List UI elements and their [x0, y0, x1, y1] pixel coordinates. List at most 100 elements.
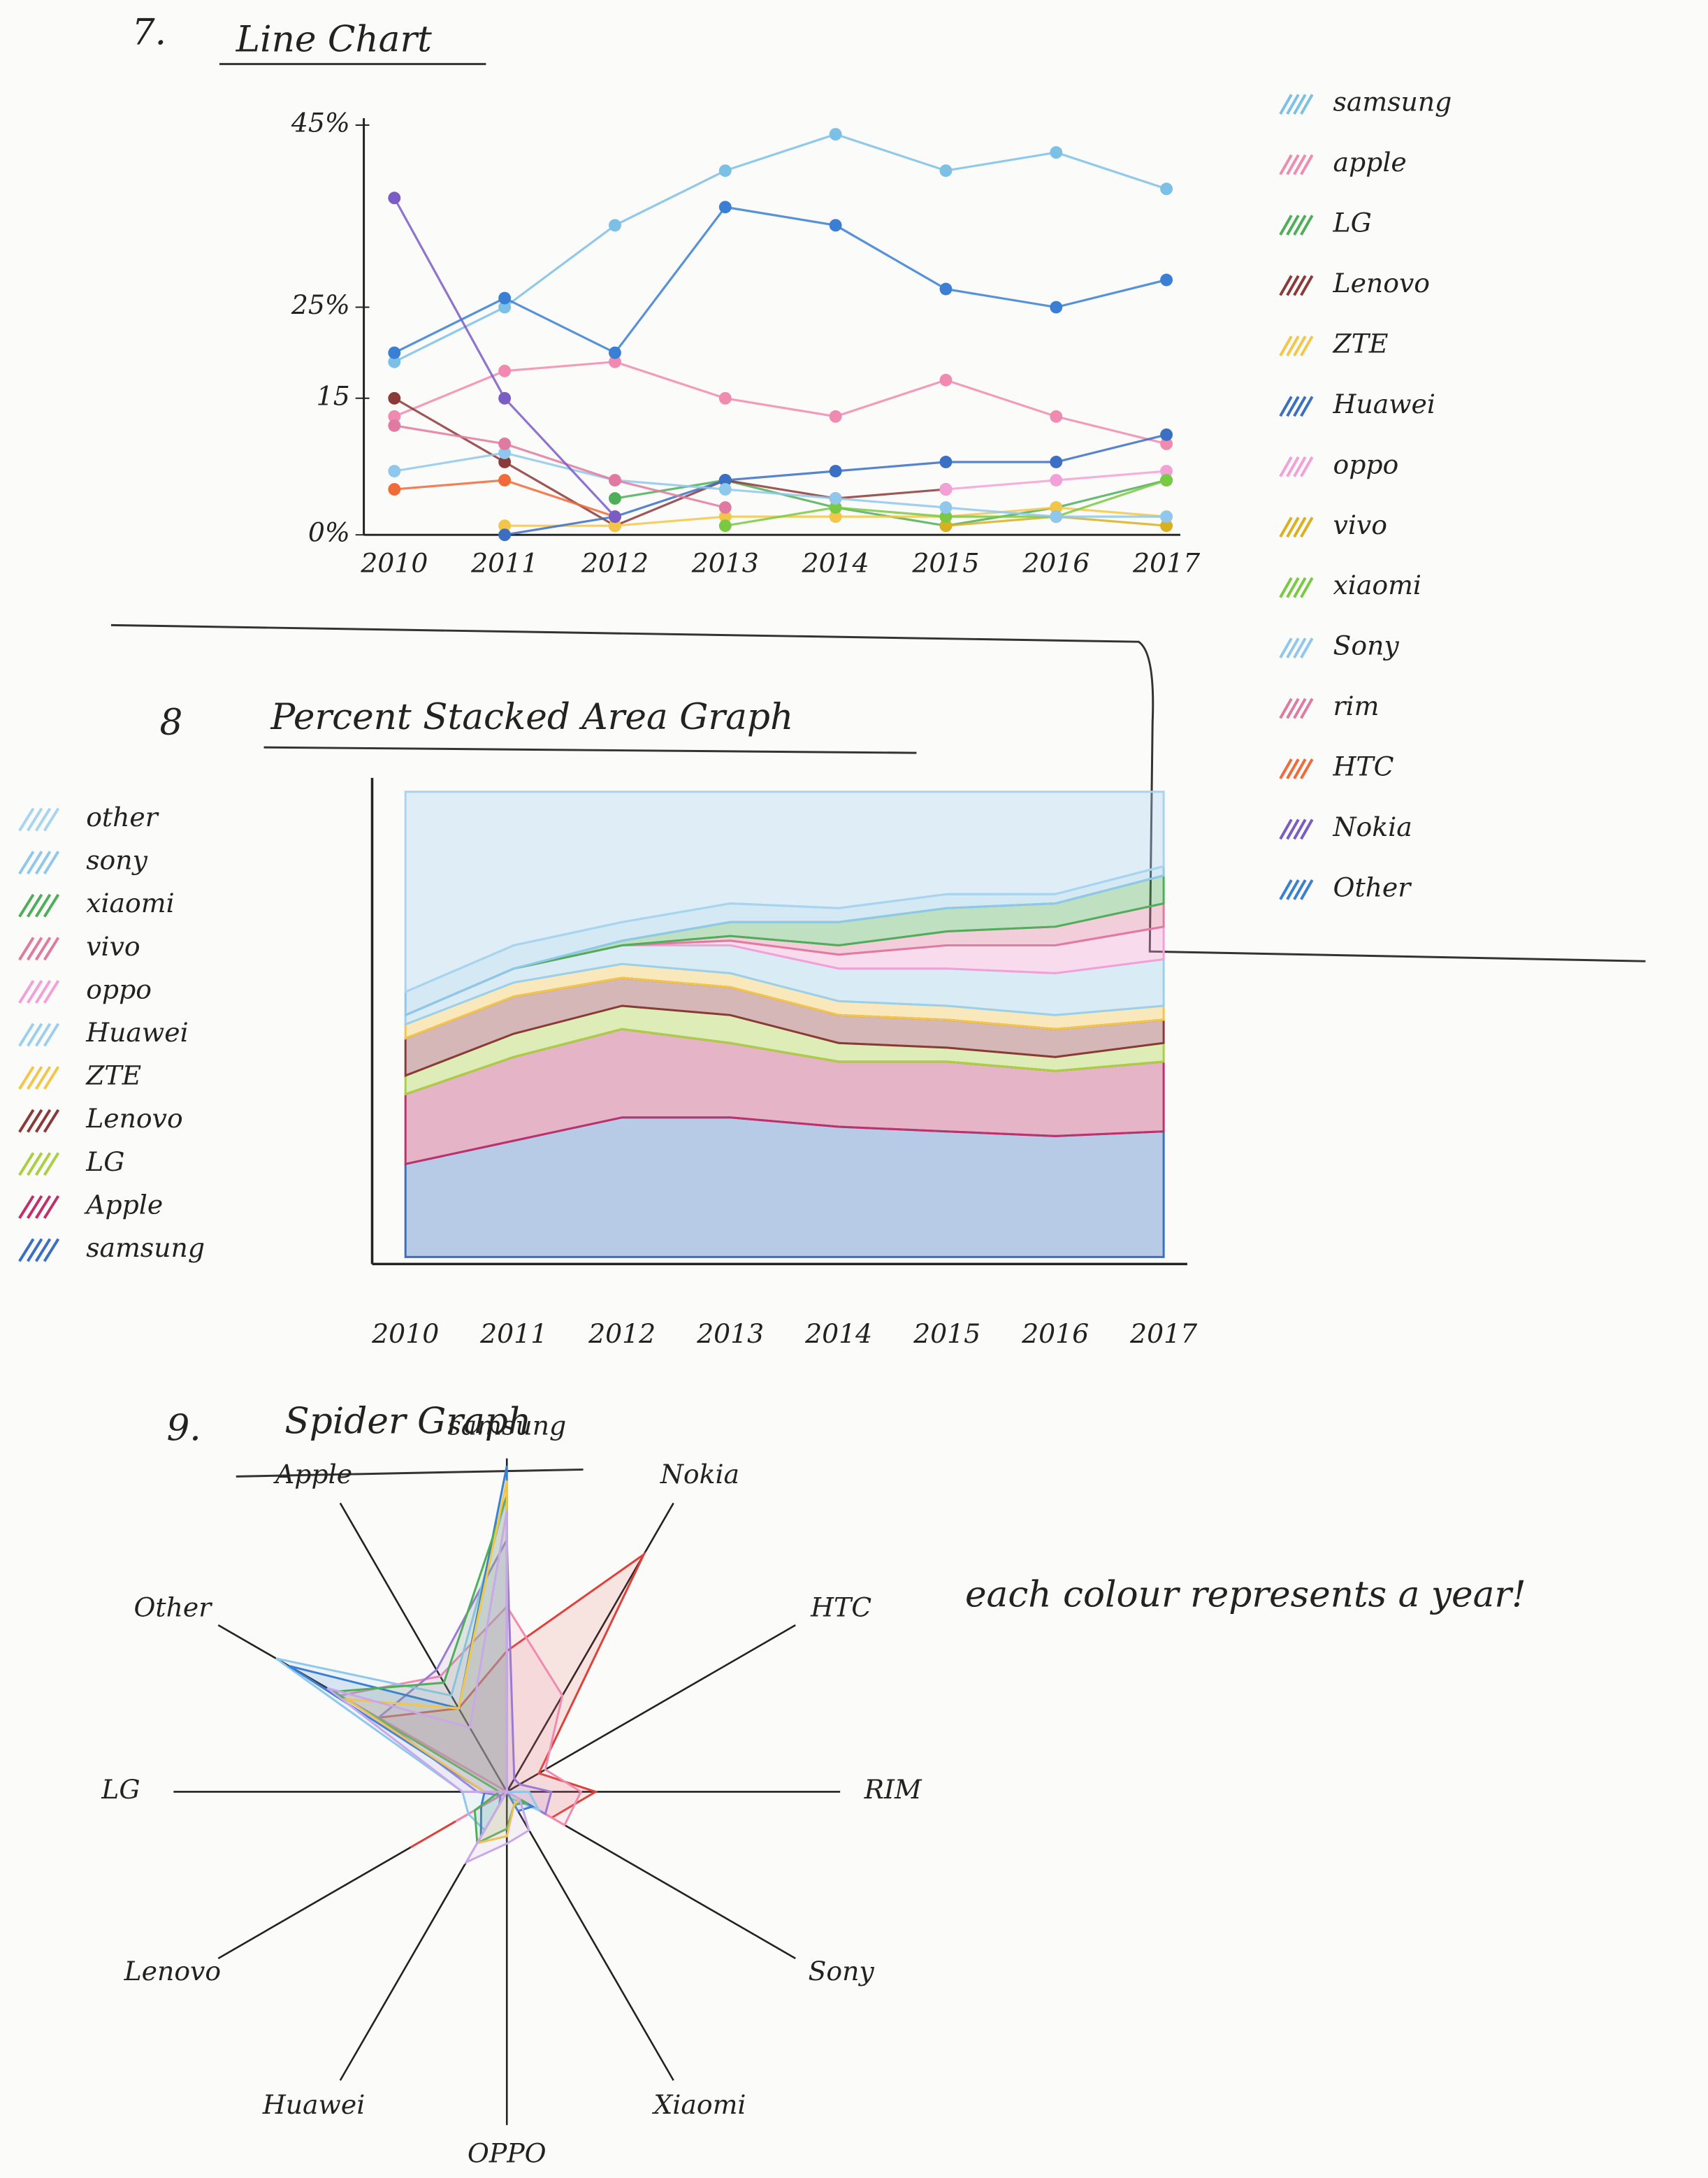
legend-swatch [1293, 456, 1307, 477]
x-tick-label: 2015 [911, 547, 979, 578]
legend-swatch [1293, 698, 1307, 719]
x-tick-label: 2013 [691, 547, 759, 578]
legend-swatch [1279, 215, 1293, 236]
legend-swatch [1293, 577, 1307, 598]
legend-swatch [34, 1195, 52, 1219]
divider [110, 623, 1646, 962]
series-line [394, 424, 726, 509]
y-tick-label: 0% [308, 517, 350, 548]
y-tick-label: 25% [291, 289, 350, 320]
legend-label: vivo [1333, 510, 1387, 540]
radar-shape [326, 1510, 530, 1865]
data-point [1160, 437, 1173, 450]
data-point [1050, 410, 1063, 423]
area [404, 791, 1165, 994]
data-point [498, 391, 512, 405]
y-tick-label: 45% [291, 108, 350, 138]
legend-swatch [1293, 637, 1307, 659]
legend-swatch [1279, 758, 1293, 779]
legend-swatch [1279, 577, 1293, 598]
legend-swatch [34, 807, 52, 832]
legend-label: samsung [1333, 87, 1452, 117]
legend-swatch [18, 1023, 35, 1047]
legend-label: oppo [1333, 449, 1399, 479]
data-point [829, 410, 842, 423]
legend-swatch [34, 979, 52, 1004]
data-point [718, 483, 732, 496]
series-line [393, 133, 1167, 363]
legend-label: rim [1333, 691, 1380, 721]
legend-swatch [43, 807, 60, 832]
legend-swatch [18, 1066, 35, 1090]
legend-label: Lenovo [85, 1103, 183, 1134]
data-point [1050, 301, 1063, 314]
radar-axis [500, 1782, 674, 2082]
data-point [388, 410, 401, 423]
data-point [939, 373, 953, 387]
legend-swatch [1300, 94, 1314, 115]
axis-label: Apple [273, 1459, 352, 1490]
chart-number: 7. [132, 11, 166, 53]
legend-swatch [43, 1152, 60, 1176]
data-point [609, 519, 621, 533]
legend-swatch [1286, 154, 1300, 175]
legend-swatch [1293, 517, 1307, 538]
legend-swatch [1300, 275, 1314, 296]
legend-swatch [18, 979, 35, 1004]
legend-swatch [1286, 517, 1300, 538]
legend-swatch [1279, 154, 1293, 175]
legend-swatch [34, 1023, 52, 1047]
legend-swatch [1293, 275, 1307, 296]
series-line [393, 205, 1167, 354]
data-point [498, 456, 512, 468]
legend-swatch [34, 1066, 52, 1090]
legend-swatch [1300, 154, 1314, 175]
chart-title: Percent Stacked Area Graph [270, 696, 793, 738]
data-point [718, 474, 732, 486]
legend-label: ZTE [1333, 328, 1389, 359]
legend-swatch [27, 979, 43, 1004]
legend-swatch [1300, 698, 1314, 719]
legend-label: Apple [84, 1189, 163, 1220]
data-point [609, 510, 621, 524]
x-tick-label: 2016 [1022, 547, 1090, 578]
data-point [388, 391, 401, 405]
data-point [718, 519, 732, 533]
legend-swatch [1300, 637, 1314, 659]
chart-title: Spider Graph [284, 1400, 531, 1442]
legend-swatch [27, 893, 43, 918]
axis-label: Huawei [262, 2089, 365, 2120]
data-point [498, 519, 512, 533]
legend-label: Huawei [1333, 389, 1435, 419]
legend-label: xiaomi [1333, 570, 1421, 600]
legend-swatch [43, 979, 60, 1004]
data-point [939, 510, 953, 524]
axis-label: Lenovo [124, 1956, 222, 1986]
legend-swatch [27, 1195, 43, 1219]
x-tick-label: 2017 [1132, 547, 1200, 578]
legend-swatch [34, 1238, 52, 1262]
legend-swatch [43, 893, 60, 918]
legend-label: ZTE [85, 1060, 141, 1091]
legend-swatch [1300, 818, 1314, 840]
legend-swatch [1286, 698, 1300, 719]
legend-label: HTC [1333, 751, 1394, 781]
data-point [498, 291, 512, 305]
x-tick-label: 2014 [802, 547, 869, 578]
legend-swatch [1293, 879, 1307, 900]
data-point [388, 346, 401, 359]
data-point [1050, 501, 1063, 514]
legend-label: oppo [86, 974, 152, 1004]
data-point [388, 465, 401, 477]
legend-swatch [43, 937, 60, 961]
axis-label: LG [101, 1774, 140, 1805]
x-tick-label: 2013 [696, 1318, 764, 1349]
legend-swatch [18, 893, 35, 918]
legend-swatch [1286, 758, 1300, 779]
x-tick-label: 2010 [371, 1318, 439, 1349]
title-underline [263, 746, 917, 754]
data-point [498, 447, 512, 459]
legend-swatch [27, 1152, 43, 1176]
legend-swatch [1279, 879, 1293, 900]
data-point [498, 437, 512, 450]
